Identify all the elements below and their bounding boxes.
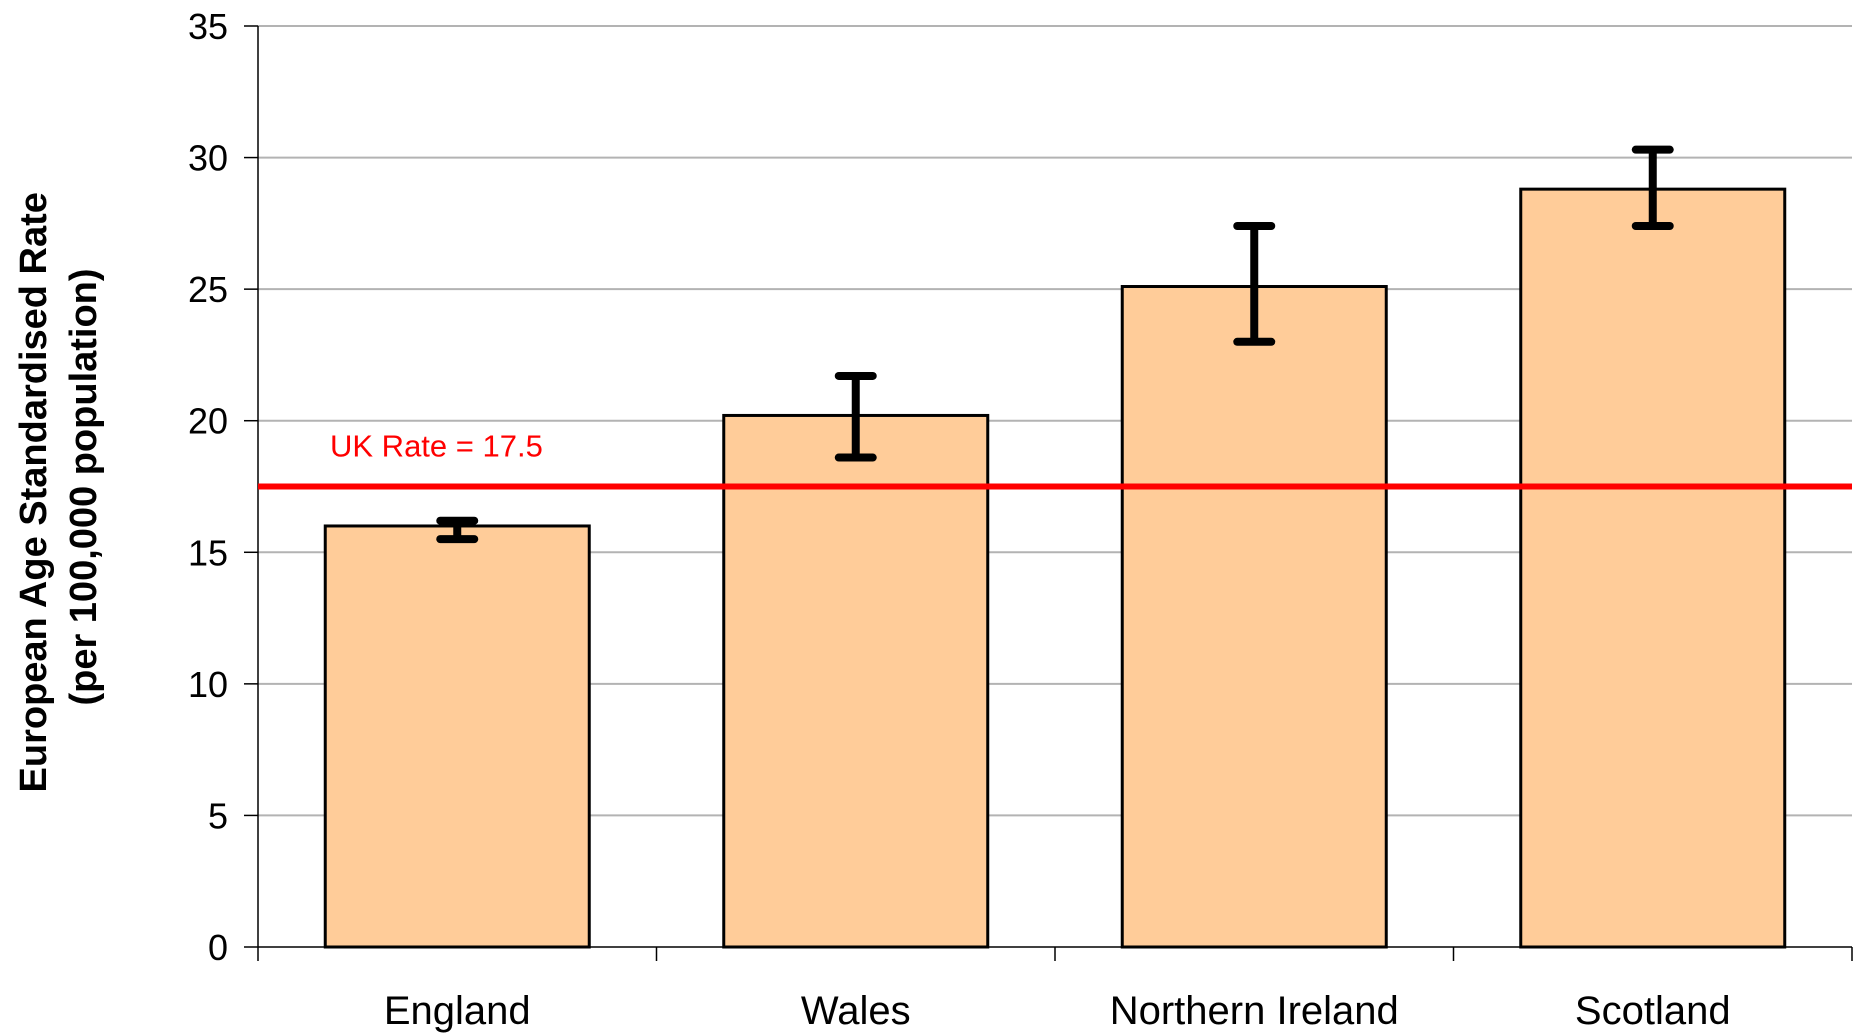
y-axis-label-line1: European Age Standardised Rate bbox=[13, 192, 55, 792]
y-tick-label: 35 bbox=[188, 6, 228, 47]
error-bars bbox=[436, 145, 1674, 544]
y-tick-label: 25 bbox=[188, 269, 228, 310]
y-axis-label: European Age Standardised Rate (per 100,… bbox=[13, 182, 105, 793]
bars bbox=[323, 187, 1787, 949]
y-tick-label: 20 bbox=[188, 401, 228, 442]
y-axis-label-line2: (per 100,000 population) bbox=[63, 268, 105, 705]
y-tick-label: 10 bbox=[188, 664, 228, 705]
uk-rate-label: UK Rate = 17.5 bbox=[330, 429, 543, 464]
reference-line-group: UK Rate = 17.5 bbox=[258, 429, 1852, 490]
x-category-label: Wales bbox=[801, 989, 911, 1033]
x-category-label: Northern Ireland bbox=[1110, 989, 1399, 1033]
y-tick-label: 30 bbox=[188, 138, 228, 179]
x-category-label: Scotland bbox=[1575, 989, 1731, 1033]
y-tick-label: 15 bbox=[188, 532, 228, 573]
bar-scotland bbox=[1519, 187, 1787, 949]
labels: 0 5 10 15 20 25 30 35 England Wales Northern Irela… bbox=[188, 6, 1731, 1033]
y-tick-label: 5 bbox=[208, 795, 228, 836]
bar-england bbox=[323, 524, 591, 949]
y-tick-label: 0 bbox=[208, 927, 228, 968]
bar-wales bbox=[722, 413, 990, 949]
x-category-label: England bbox=[384, 989, 531, 1033]
bar-northern-ireland bbox=[1120, 285, 1388, 949]
